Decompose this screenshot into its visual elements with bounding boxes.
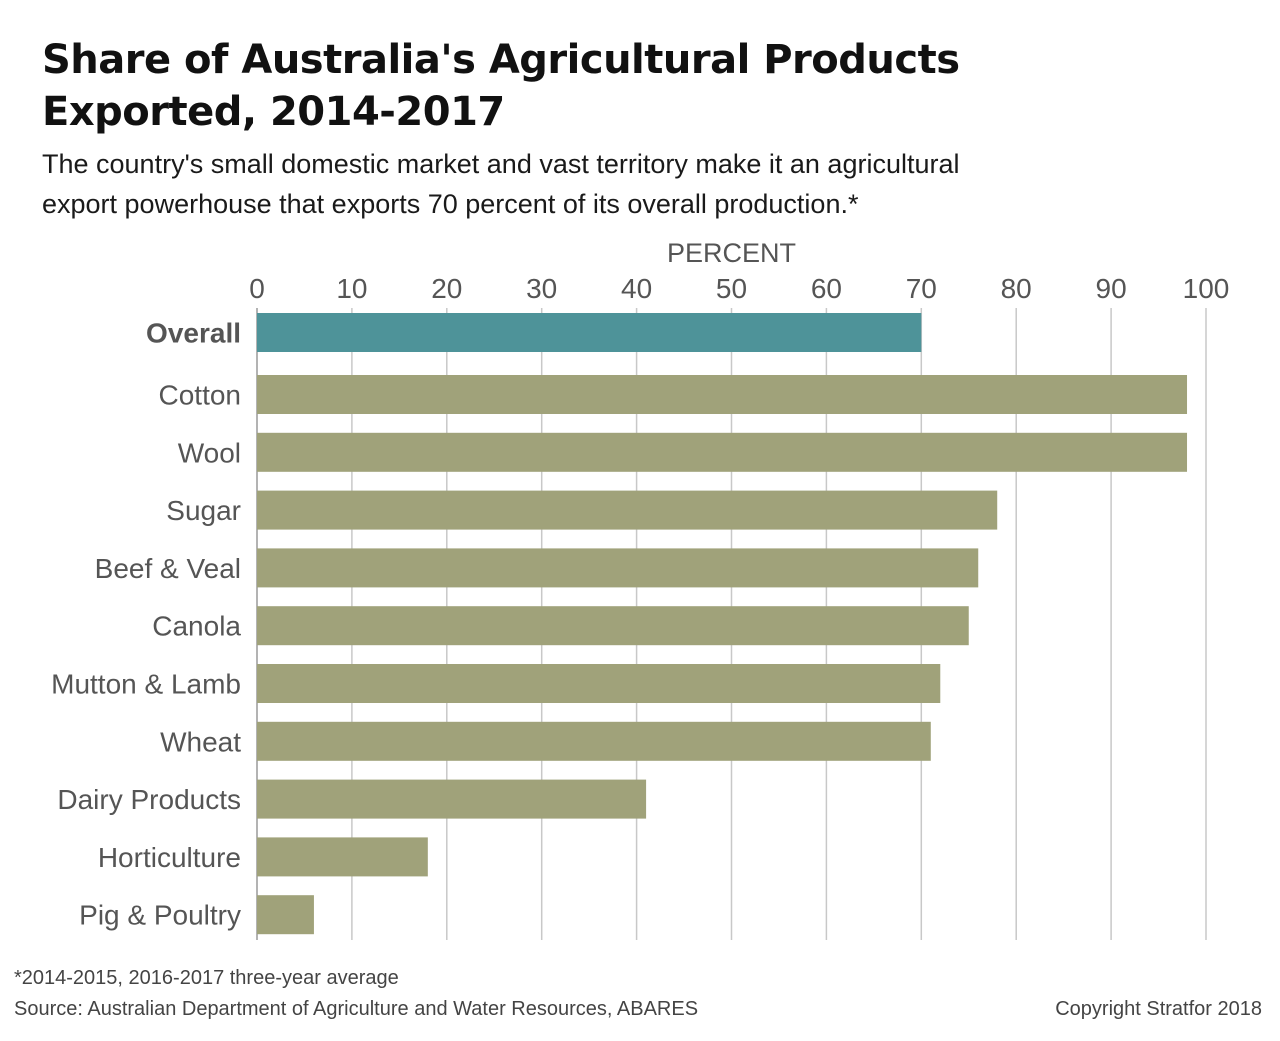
bar-layer [257,313,1188,935]
tick-label: 100 [1183,273,1230,304]
chart-title: Share of Australia's Agricultural Produc… [42,34,1242,138]
tick-label: 60 [811,273,842,304]
category-label: Canola [152,611,241,642]
bar [257,664,941,703]
tick-label: 90 [1096,273,1127,304]
chart-subtitle-line-1: The country's small domestic market and … [42,149,960,179]
category-label: Sugar [166,495,241,526]
category-label: Horticulture [98,842,241,873]
category-label: Mutton & Lamb [51,669,241,700]
bar [257,313,922,352]
category-label: Pig & Poultry [79,900,241,931]
tick-label-layer: 0 10 20 30 40 50 60 70 80 90 100 [249,273,1229,304]
bar [257,779,647,819]
category-label: Dairy Products [57,784,241,815]
bar [257,548,979,588]
tick-label: 50 [716,273,747,304]
axis-title: PERCENT [667,238,796,268]
tick-label: 10 [336,273,367,304]
bar [257,721,931,761]
chart-title-line-1: Share of Australia's Agricultural Produc… [42,37,960,83]
category-label: Wheat [160,726,241,757]
category-label: Overall [146,318,241,349]
bar [257,606,969,646]
tick-label: 30 [526,273,557,304]
bar [257,375,1188,414]
tick-label: 40 [621,273,652,304]
chart-title-line-2: Exported, 2014-2017 [42,89,505,135]
bar [257,837,428,877]
bar [257,432,1188,472]
category-label: Cotton [159,380,242,411]
tick-label: 80 [1001,273,1032,304]
chart-subtitle: The country's small domestic market and … [42,144,1192,224]
category-label-layer: Overall Cotton Wool Sugar Beef & Veal Canola M… [51,318,241,931]
category-label: Beef & Veal [95,553,241,584]
chart-subtitle-line-2: export powerhouse that exports 70 percen… [42,189,859,219]
tick-label: 70 [906,273,937,304]
bar [257,895,314,935]
bar [257,490,998,530]
tick-label: 0 [249,273,265,304]
category-label: Wool [178,437,241,468]
footnote: *2014-2015, 2016-2017 three-year average [14,967,399,989]
source-note: Source: Australian Department of Agricul… [14,998,699,1020]
copyright-note: Copyright Stratfor 2018 [1055,998,1262,1020]
tick-label: 20 [431,273,462,304]
